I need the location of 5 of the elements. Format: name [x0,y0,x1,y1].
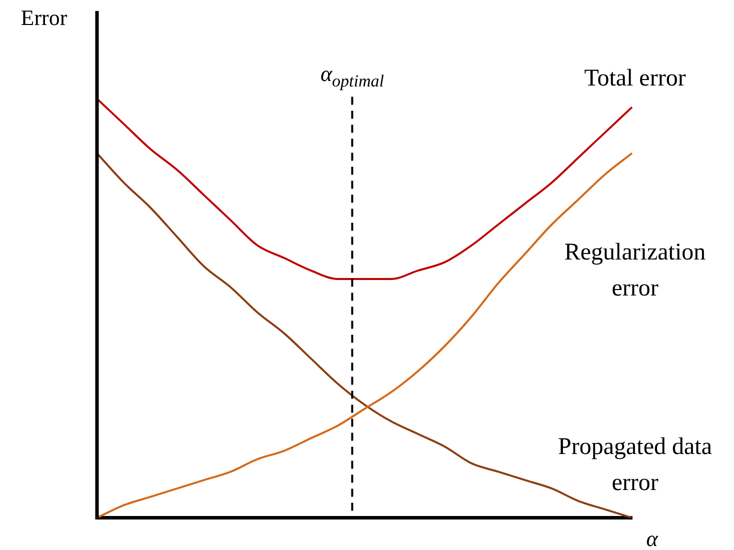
x-axis-title: α [646,526,658,550]
series-label: Total error [584,65,686,92]
y-axis-title: Error [20,4,68,30]
series-label: Propagated data error [558,434,712,496]
series-label: Regularization error [564,240,706,302]
